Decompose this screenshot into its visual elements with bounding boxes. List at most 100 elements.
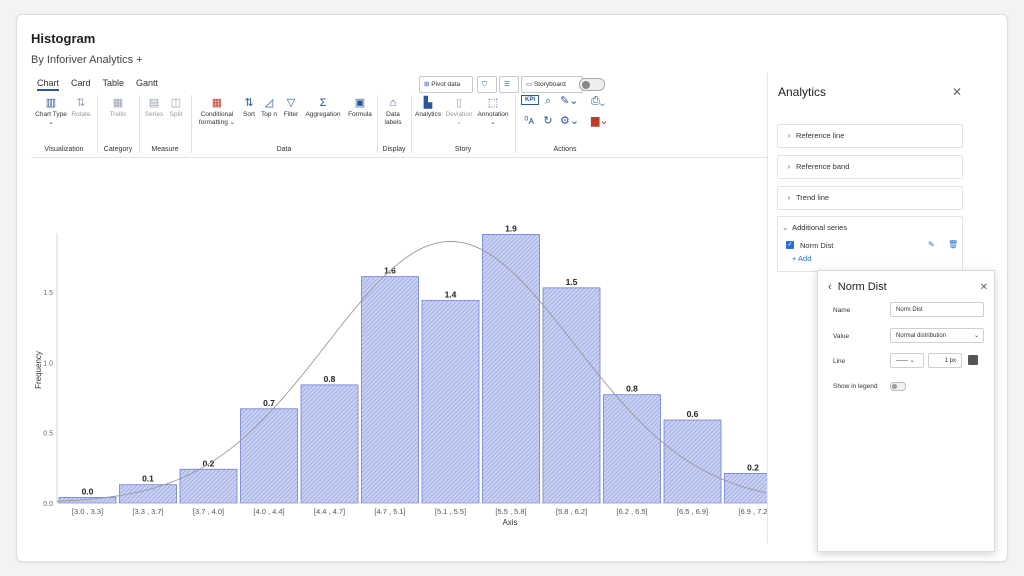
rotate-button[interactable]: ⇅ Rotate — [71, 97, 91, 118]
page-title: Histogram — [31, 31, 96, 46]
storyboard-icon: ▭ — [526, 81, 533, 88]
back-icon[interactable]: ‹ — [828, 281, 832, 293]
additional-series-header[interactable]: ⌄ Additional series — [782, 223, 848, 232]
norm-dist-series-label: Norm Dist — [800, 241, 834, 250]
chart-type-button[interactable]: ▥ Chart Type ⌄ — [35, 97, 67, 126]
group-category: Category — [103, 146, 133, 153]
ribbon-toolbar: Chart Card Table Gantt ⊞ Pivot data ⛉ ☰ … — [31, 73, 769, 158]
chevron-down-icon: ⌄ — [782, 223, 789, 232]
formula-icon: ▣ — [354, 97, 366, 109]
value-dropdown[interactable]: Normal distribution ⌄ — [890, 328, 984, 343]
group-visualization: Visualization — [44, 146, 84, 153]
close-icon[interactable]: ✕ — [951, 85, 962, 99]
series-settings-popup: ‹ Norm Dist ✕ Name Norm Dist Value Norma… — [817, 270, 995, 552]
trellis-button[interactable]: ▦ Trellis — [109, 97, 127, 118]
delete-icon[interactable]: 🗑 — [948, 240, 959, 249]
x-tick-label: [4.7 , 5.1] — [374, 507, 405, 516]
x-tick-label: [6.5 , 6.9] — [677, 507, 708, 516]
export-button[interactable]: ⎙⌄ — [587, 95, 609, 109]
line-style-dropdown[interactable]: —— ⌄ — [890, 353, 924, 368]
analytics-title: Analytics — [778, 85, 827, 99]
line-width-field[interactable]: 1 px — [928, 353, 962, 368]
ribbon-divider — [377, 95, 378, 153]
y-tick-label: 1.5 — [43, 290, 53, 297]
x-tick-label: [3.7 , 4.0] — [193, 507, 224, 516]
x-tick-label: [5.1 , 5.5] — [435, 507, 466, 516]
x-tick-label: [3.0 , 3.3] — [72, 507, 103, 516]
series-icon: ▤ — [148, 97, 160, 109]
deviation-button[interactable]: ▯ Deviation ⌄ — [445, 97, 473, 126]
histogram-bar — [240, 408, 298, 504]
storyboard-button[interactable]: ▭ Storyboard — [521, 76, 583, 93]
add-series-link[interactable]: + Add — [792, 254, 812, 263]
name-label: Name — [833, 307, 851, 314]
tab-gantt[interactable]: Gantt — [136, 78, 159, 88]
x-tick-label: [4.4 , 4.7] — [314, 507, 345, 516]
edit-icon[interactable]: ✎ — [928, 240, 935, 249]
x-tick-label: [4.0 , 4.4] — [253, 507, 284, 516]
split-icon: ◫ — [170, 97, 182, 109]
norm-dist-checkbox[interactable]: ✓ — [786, 241, 794, 249]
data-label: 0.7 — [263, 398, 275, 408]
show-in-legend-toggle[interactable] — [890, 382, 906, 391]
histogram-bar — [724, 473, 767, 504]
data-label: 1.5 — [566, 277, 578, 287]
data-label: 1.4 — [445, 290, 457, 300]
analytics-button[interactable]: ▙ Analytics — [414, 97, 441, 118]
data-label: 0.2 — [747, 462, 759, 472]
filter-button[interactable]: ▽ Filter — [283, 97, 299, 118]
show-in-legend-label: Show in legend — [833, 383, 878, 390]
refresh-button[interactable]: ↻ — [541, 115, 553, 129]
split-button[interactable]: ◫ Split — [169, 97, 183, 118]
view-toggle[interactable] — [579, 78, 605, 91]
search-button[interactable]: ⌕ — [541, 95, 553, 109]
pdf-button[interactable]: ▆⌄ — [587, 115, 609, 129]
number-format-button[interactable]: ⁰ᴀ — [521, 115, 537, 129]
gear-button[interactable]: ⚙⌄ — [557, 115, 579, 129]
reference-line-section[interactable]: › Reference line — [777, 124, 963, 148]
sort-button[interactable]: ⇅ Sort — [243, 97, 255, 118]
name-field[interactable]: Norm Dist — [890, 302, 984, 317]
y-tick-label: 1.0 — [43, 360, 53, 367]
search-icon: ⌕ — [544, 95, 552, 107]
trellis-icon: ▦ — [112, 97, 124, 109]
chevron-right-icon: › — [787, 131, 791, 140]
brush-button[interactable]: ✎⌄ — [557, 95, 578, 109]
data-label: 0.2 — [203, 458, 215, 468]
close-icon[interactable]: ✕ — [979, 282, 988, 293]
top-n-button[interactable]: ◿ Top n — [261, 97, 277, 118]
sort-icon: ⇅ — [244, 97, 254, 109]
data-labels-button[interactable]: ⌂ Data labels — [384, 97, 402, 126]
export-icon: ⎙⌄ — [591, 95, 605, 107]
tab-card[interactable]: Card — [71, 78, 91, 88]
line-color-swatch[interactable] — [968, 355, 978, 365]
group-display: Display — [382, 146, 406, 153]
tab-chart[interactable]: Chart — [37, 78, 60, 91]
popup-title: ‹ Norm Dist — [828, 281, 887, 293]
group-data: Data — [276, 146, 292, 153]
number-format-icon: ⁰ᴀ — [524, 115, 534, 127]
settings-toolbar-button[interactable]: ☰ — [499, 76, 519, 93]
pivot-data-button[interactable]: ⊞ Pivot data — [419, 76, 473, 93]
histogram-bar — [179, 468, 238, 504]
trend-line-section[interactable]: › Trend line — [777, 186, 963, 210]
group-story: Story — [454, 146, 472, 153]
y-tick-label: 0.0 — [43, 501, 53, 508]
y-axis-title: Frequency — [34, 351, 43, 389]
page-subtitle[interactable]: By Inforiver Analytics + — [31, 54, 143, 66]
group-measure: Measure — [151, 146, 179, 153]
reference-band-section[interactable]: › Reference band — [777, 155, 963, 179]
formula-button[interactable]: ▣ Formula — [348, 97, 372, 118]
kpi-button[interactable]: KPI — [521, 95, 539, 105]
slicer-button[interactable]: ⛉ — [477, 76, 497, 93]
y-tick-label: 0.5 — [43, 431, 53, 438]
annotation-button[interactable]: ⬚ Annotation ⌄ — [477, 97, 509, 126]
tab-table[interactable]: Table — [102, 78, 125, 88]
ribbon-divider — [139, 95, 140, 153]
line-label: Line — [833, 358, 846, 365]
aggregation-button[interactable]: Σ Aggregation — [305, 97, 341, 118]
conditional-formatting-button[interactable]: ▦ Conditional formatting ⌄ — [198, 97, 236, 126]
x-tick-label: [6.2 , 6.5] — [616, 507, 647, 516]
histogram-bar — [603, 394, 661, 504]
series-button[interactable]: ▤ Series — [144, 97, 164, 118]
